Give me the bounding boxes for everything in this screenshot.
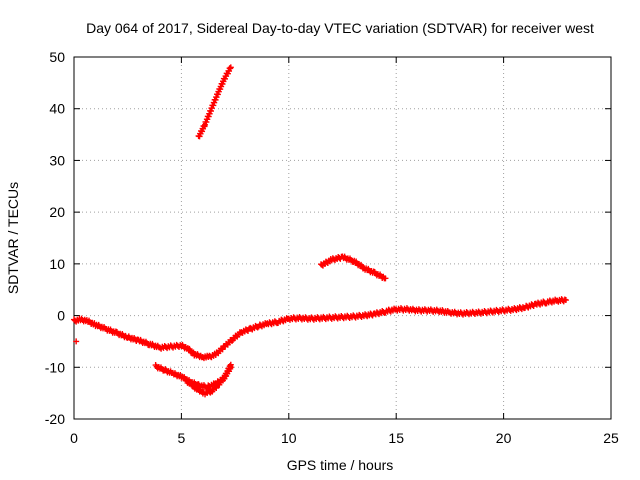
series-mid-segment — [318, 253, 389, 282]
y-tick-label: 50 — [49, 49, 65, 65]
series-early-outlier — [73, 338, 80, 345]
data-points — [71, 64, 569, 398]
y-tick-label: -10 — [45, 359, 65, 375]
axis-ticks — [73, 56, 612, 420]
x-axis-title: GPS time / hours — [287, 457, 394, 473]
series-lowest-branch — [182, 364, 234, 398]
y-tick-label: 40 — [49, 101, 65, 117]
chart-title: Day 064 of 2017, Sidereal Day-to-day VTE… — [86, 20, 594, 36]
series-upper-segment — [195, 64, 234, 140]
y-tick-label: -20 — [45, 411, 65, 427]
x-tick-label: 25 — [603, 430, 619, 446]
y-tick-label: 20 — [49, 204, 65, 220]
x-tick-label: 15 — [388, 430, 404, 446]
y-tick-label: 30 — [49, 152, 65, 168]
series-main-track — [71, 296, 569, 362]
x-tick-label: 20 — [496, 430, 512, 446]
plot-frame — [73, 56, 612, 420]
y-axis-title: SDTVAR / TECUs — [5, 182, 21, 294]
x-tick-label: 10 — [281, 430, 297, 446]
y-tick-label: 10 — [49, 256, 65, 272]
x-tick-label: 0 — [70, 430, 78, 446]
y-tick-label: 0 — [57, 308, 65, 324]
x-tick-label: 5 — [178, 430, 186, 446]
tick-labels: 0 5 10 15 20 25 -20 -10 0 10 20 30 40 50 — [45, 49, 619, 446]
